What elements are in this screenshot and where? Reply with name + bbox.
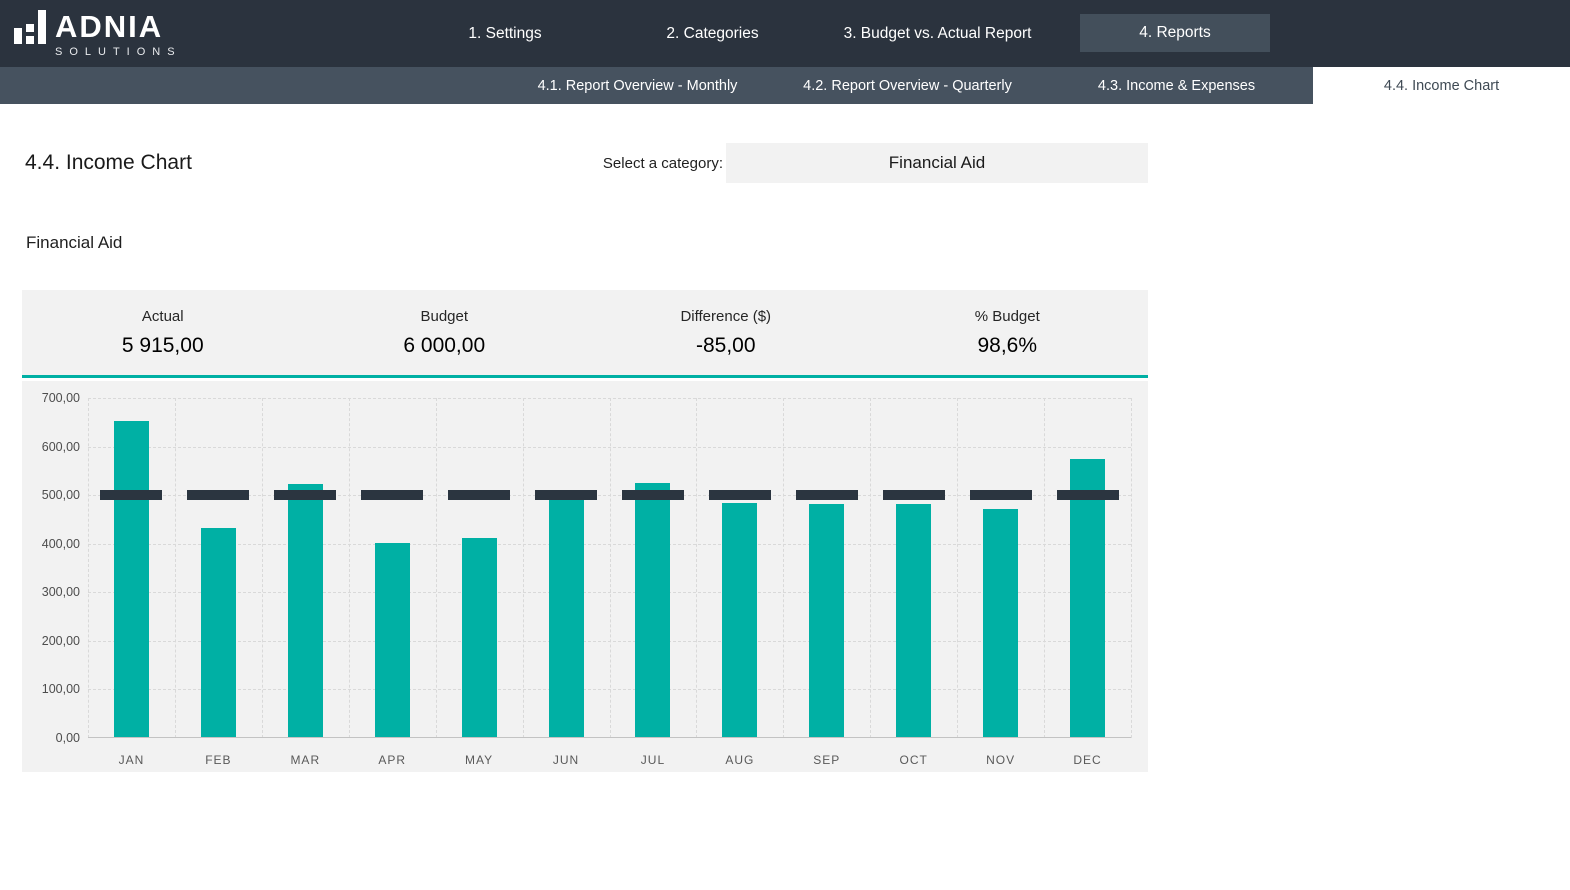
nav-item-reports-active[interactable]: 4. Reports: [1080, 14, 1270, 52]
bar-jun: [548, 494, 584, 737]
x-axis-line: [88, 737, 1131, 738]
x-axis-label: DEC: [1073, 753, 1102, 767]
y-axis-tick-label: 400,00: [41, 536, 80, 551]
bar-jan: [113, 421, 149, 737]
page-title: 4.4. Income Chart: [25, 151, 192, 174]
y-axis-tick-label: 100,00: [41, 682, 80, 697]
budget-marker-nov: [969, 490, 1032, 501]
gridline-vertical: [261, 398, 263, 738]
summary-actual-value: 5 915,00: [121, 333, 204, 357]
summary-pct-budget-label: % Budget: [974, 307, 1040, 325]
gridline-vertical: [870, 398, 872, 738]
gridline-vertical: [348, 398, 350, 738]
summary-actual: Actual 5 915,00: [22, 290, 304, 375]
gridline-vertical: [522, 398, 524, 738]
gridline-vertical: [88, 398, 89, 738]
summary-budget-value: 6 000,00: [403, 333, 486, 357]
y-axis-tick-label: 200,00: [41, 633, 80, 648]
gridline-vertical: [783, 398, 785, 738]
gridline-vertical: [1131, 398, 1132, 738]
x-axis-label: SEP: [813, 753, 841, 767]
bar-jul: [635, 482, 671, 737]
tab-income-chart-active[interactable]: 4.4. Income Chart: [1313, 67, 1570, 104]
summary-strip: Actual 5 915,00 Budget 6 000,00 Differen…: [22, 290, 1148, 378]
budget-marker-jul: [621, 490, 684, 501]
bar-oct: [896, 503, 932, 737]
budget-marker-feb: [187, 490, 250, 501]
gridline-vertical: [696, 398, 698, 738]
tab-report-overview-quarterly[interactable]: 4.2. Report Overview - Quarterly: [775, 67, 1040, 104]
budget-marker-apr: [361, 490, 424, 501]
budget-marker-mar: [274, 490, 337, 501]
summary-pct-budget: % Budget 98,6%: [867, 290, 1149, 375]
budget-marker-aug: [708, 490, 771, 501]
x-axis-label: NOV: [986, 753, 1016, 767]
y-axis-tick-label: 600,00: [41, 439, 80, 454]
x-axis-label: JUN: [552, 753, 580, 767]
summary-budget: Budget 6 000,00: [304, 290, 586, 375]
x-axis-label: OCT: [899, 753, 928, 767]
budget-marker-oct: [882, 490, 945, 501]
x-axis-label: APR: [378, 753, 407, 767]
summary-difference-label: Difference ($): [680, 307, 772, 325]
y-axis-tick-label: 300,00: [41, 585, 80, 600]
subnav-spacer: [0, 67, 500, 104]
bar-feb: [200, 528, 236, 737]
bar-chart-logo-icon: [14, 10, 46, 44]
summary-pct-budget-value: 98,6%: [977, 333, 1038, 357]
x-axis-label: MAY: [465, 753, 494, 767]
nav-item-settings[interactable]: 1. Settings: [468, 24, 542, 42]
budget-marker-jan: [100, 490, 163, 501]
summary-difference-value: -85,00: [695, 333, 756, 357]
category-select-label: Select a category:: [602, 155, 723, 172]
adnia-logo: ADNIA SOLUTIONS: [14, 10, 182, 58]
tab-income-expenses[interactable]: 4.3. Income & Expenses: [1040, 67, 1313, 104]
tab-report-overview-monthly[interactable]: 4.1. Report Overview - Monthly: [500, 67, 775, 104]
budget-marker-may: [448, 490, 511, 501]
x-axis-label: AUG: [725, 753, 755, 767]
sub-navigation-bar: 4.1. Report Overview - Monthly 4.2. Repo…: [0, 67, 1570, 104]
gridline-vertical: [435, 398, 437, 738]
y-axis-tick-label: 700,00: [41, 391, 80, 405]
chart-section-title: Financial Aid: [26, 233, 123, 252]
summary-budget-label: Budget: [420, 307, 469, 325]
gridline-vertical: [609, 398, 611, 738]
summary-difference: Difference ($) -85,00: [585, 290, 867, 375]
bar-nov: [983, 509, 1019, 737]
x-axis-label: MAR: [290, 753, 321, 767]
x-axis-label: FEB: [205, 753, 232, 767]
chart-plot-area: JAN FEB MAR APR MAY JUN JUL AUG SEP OCT NOV DEC 0,00…: [42, 391, 1132, 767]
nav-item-budget-vs-actual[interactable]: 3. Budget vs. Actual Report: [843, 24, 1032, 42]
bar-apr: [374, 542, 410, 737]
x-axis-label: JAN: [118, 753, 145, 767]
gridline-vertical: [957, 398, 959, 738]
gridline-vertical: [174, 398, 176, 738]
x-axis-label: JUL: [640, 753, 666, 767]
income-bar-chart: JAN FEB MAR APR MAY JUN JUL AUG SEP OCT NOV DEC 0,00…: [22, 381, 1148, 772]
brand-name: ADNIA: [55, 9, 164, 44]
budget-marker-jun: [535, 490, 598, 501]
bar-mar: [287, 484, 323, 737]
brand-tagline: SOLUTIONS: [55, 46, 182, 58]
gridline-vertical: [1044, 398, 1046, 738]
y-axis-tick-label: 0,00: [55, 731, 80, 745]
budget-marker-sep: [795, 490, 858, 501]
bar-sep: [809, 504, 845, 737]
summary-actual-label: Actual: [141, 307, 184, 325]
budget-marker-dec: [1056, 490, 1119, 501]
bar-dec: [1070, 459, 1106, 737]
nav-item-categories[interactable]: 2. Categories: [666, 24, 759, 42]
top-navigation-bar: ADNIA SOLUTIONS 1. Settings 2. Categorie…: [0, 0, 1570, 67]
category-dropdown[interactable]: Financial Aid: [726, 143, 1148, 183]
bar-aug: [722, 502, 758, 737]
y-axis-tick-label: 500,00: [41, 488, 80, 503]
bar-may: [461, 537, 497, 737]
